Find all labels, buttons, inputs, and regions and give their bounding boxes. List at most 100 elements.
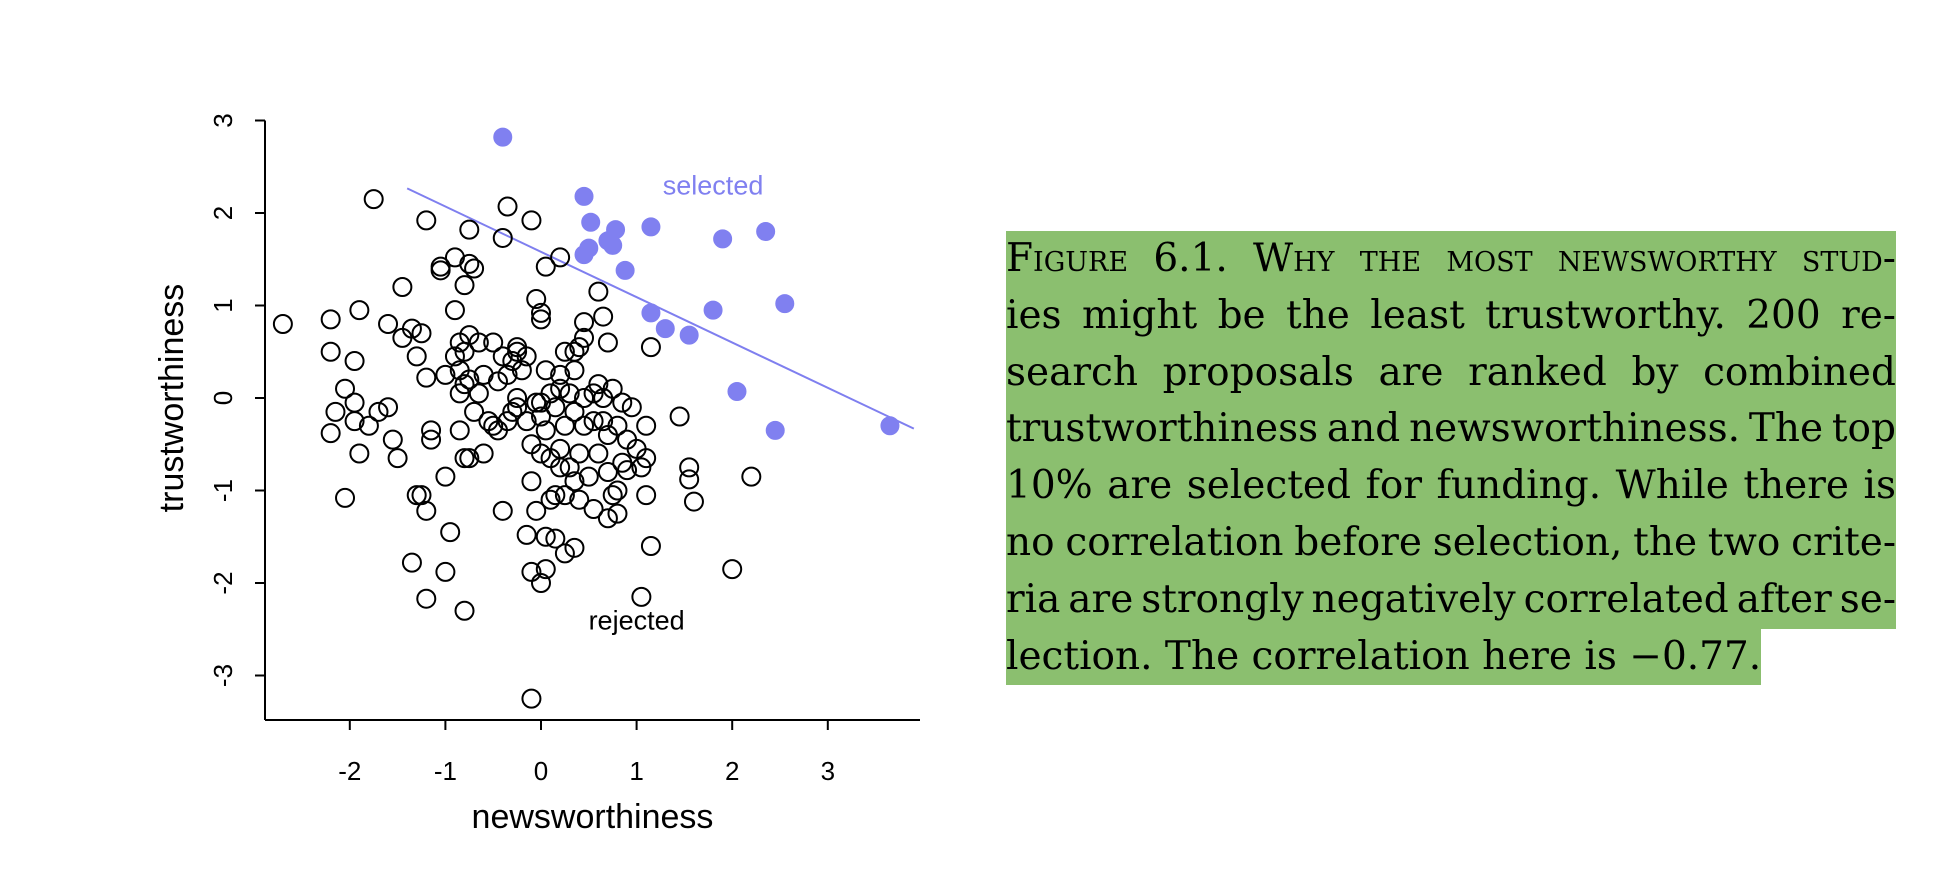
rejected-point	[521, 210, 542, 231]
rejected-point	[569, 489, 590, 510]
rejected-point	[444, 300, 465, 321]
rejected-point	[545, 397, 566, 418]
rejected-point	[574, 327, 595, 348]
rejected-point	[320, 341, 341, 362]
rejected-point	[454, 275, 475, 296]
rejected-point	[535, 360, 556, 381]
rejected-point	[535, 559, 556, 580]
y-tick-label: 0	[208, 391, 238, 405]
rejected-point	[430, 260, 451, 281]
rejected-point	[550, 364, 571, 385]
rejected-point	[597, 508, 618, 529]
rejected-point	[411, 323, 432, 344]
x-tick-label: 0	[534, 756, 548, 786]
figure-caption: Figure 6.1. Why the most newsworthy stud- ies m…	[1006, 231, 1896, 686]
rejected-point	[679, 457, 700, 478]
rejected-point	[454, 448, 475, 469]
rejected-point	[526, 500, 547, 521]
rejected-point	[669, 406, 690, 427]
rejected-point	[550, 378, 571, 399]
selected-point	[581, 212, 601, 232]
selected-point	[606, 220, 626, 240]
rejected-point	[344, 351, 365, 371]
caption-word: Why	[1253, 236, 1335, 281]
rejected-point	[621, 397, 642, 418]
rejected-point	[492, 346, 513, 367]
x-tick-label: -1	[434, 756, 457, 786]
rejected-point	[416, 588, 437, 609]
rejected-point	[507, 337, 528, 358]
rejected-point	[545, 528, 566, 549]
rejected-point	[554, 485, 575, 506]
caption-word: newsworthiness.	[1409, 406, 1741, 452]
rejected-point	[363, 189, 384, 210]
caption-word: after	[1736, 576, 1832, 622]
caption-word: 200	[1746, 292, 1821, 338]
rejected-point	[683, 491, 704, 512]
rejected-point	[440, 522, 461, 543]
caption-word: trustworthiness	[1006, 406, 1319, 452]
caption-word: stud-	[1801, 236, 1896, 281]
rejected-point	[550, 247, 571, 268]
rejected-point	[502, 401, 523, 422]
caption-line: 10% are selected for funding. While there is	[1006, 458, 1896, 515]
caption-word: Figure	[1006, 236, 1129, 281]
caption-word: combined	[1703, 349, 1896, 395]
rejected-point	[507, 388, 528, 408]
caption-word: correlated	[1523, 576, 1729, 622]
rejected-point	[421, 429, 442, 450]
caption-word: correlation	[1065, 519, 1284, 565]
selected-point	[727, 382, 747, 402]
rejected-point	[344, 411, 365, 432]
caption-word: selection,	[1432, 519, 1623, 565]
rejected-point	[435, 364, 456, 385]
rejected-point	[392, 277, 413, 297]
rejected-point	[526, 289, 547, 310]
caption-word: no	[1006, 519, 1055, 565]
rejected-point	[406, 346, 427, 367]
caption-word: two	[1707, 519, 1781, 565]
rejected-point	[574, 388, 595, 408]
caption-line: ies might be the least trustworthy. 200 re-	[1006, 287, 1896, 345]
data-points-layer	[272, 127, 900, 709]
x-tick-label: 2	[725, 756, 739, 786]
rejected-point	[449, 383, 470, 404]
caption-word: 10%	[1006, 463, 1093, 509]
y-axis-title: trustworthiness	[153, 284, 191, 513]
rejected-point	[473, 443, 494, 464]
rejected-point	[631, 457, 652, 478]
rejected-point	[531, 392, 551, 413]
rejected-point	[554, 543, 575, 564]
y-tick-label: 3	[208, 113, 238, 127]
rejected-point	[554, 341, 575, 362]
rejected-point	[507, 341, 528, 362]
caption-line: search proposals are ranked by combined	[1006, 344, 1896, 402]
rejected-point	[320, 309, 341, 330]
rejected-point	[344, 392, 365, 413]
caption-word: are	[1068, 576, 1134, 622]
rejected-point	[583, 383, 604, 404]
selected-point	[641, 217, 661, 237]
rejected-point	[435, 561, 456, 582]
rejected-point	[607, 480, 628, 501]
rejected-point	[483, 332, 504, 353]
rejected-point	[631, 586, 652, 607]
rejected-point	[401, 318, 422, 339]
caption-line: lection. The correlation here is −0.77.	[1006, 628, 1762, 686]
caption-word: re-	[1841, 292, 1896, 338]
rejected-point	[483, 415, 504, 436]
rejected-point	[583, 411, 604, 432]
caption-word: search	[1006, 349, 1138, 395]
rejected-point	[722, 559, 743, 580]
rejected-point	[335, 487, 356, 508]
selected-point	[703, 300, 723, 320]
y-tick-label: -2	[208, 571, 238, 594]
rejected-point	[272, 314, 293, 334]
y-tick-label: -3	[208, 664, 238, 687]
caption-word: by	[1631, 349, 1679, 395]
rejected-point	[421, 420, 442, 441]
caption-line: trustworthiness and newsworthiness. The top	[1006, 401, 1896, 459]
rejected-point	[564, 537, 585, 558]
rejected-point	[444, 346, 465, 367]
rejected-point	[521, 688, 542, 709]
